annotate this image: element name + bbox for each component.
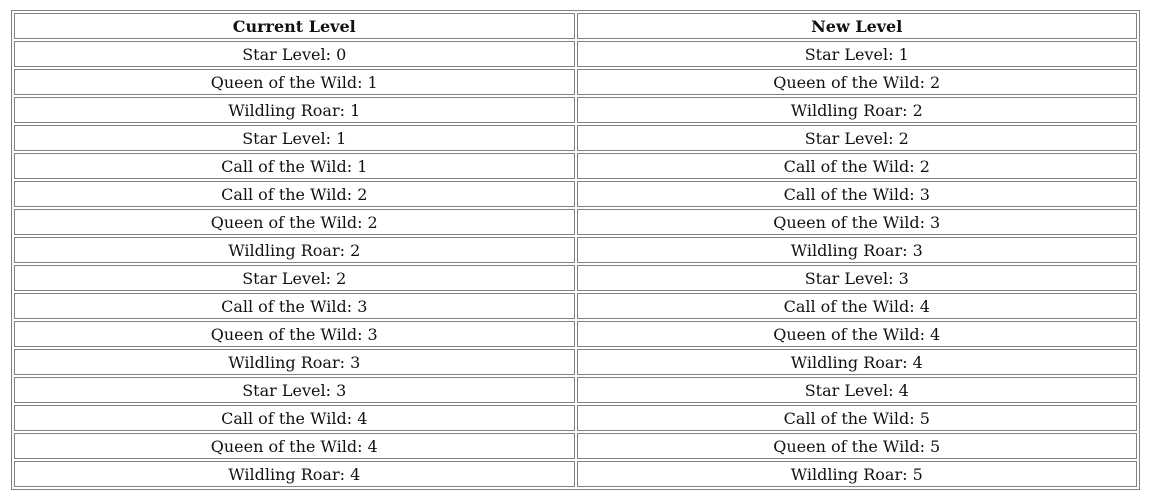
current-level-cell: Queen of the Wild: 4 (14, 433, 575, 459)
new-level-cell: Star Level: 3 (576, 265, 1137, 291)
table-row: Star Level: 2 Star Level: 3 (14, 265, 1137, 291)
new-level-cell: Wildling Roar: 4 (576, 349, 1137, 375)
new-level-cell: Queen of the Wild: 5 (576, 433, 1137, 459)
current-level-cell: Star Level: 2 (14, 265, 575, 291)
table-row: Call of the Wild: 1 Call of the Wild: 2 (14, 153, 1137, 179)
new-level-cell: Wildling Roar: 5 (576, 461, 1137, 487)
new-level-cell: Wildling Roar: 2 (576, 97, 1137, 123)
header-new-level: New Level (576, 13, 1137, 39)
new-level-cell: Call of the Wild: 4 (576, 293, 1137, 319)
current-level-cell: Call of the Wild: 3 (14, 293, 575, 319)
table-row: Call of the Wild: 2 Call of the Wild: 3 (14, 181, 1137, 207)
current-level-cell: Star Level: 3 (14, 377, 575, 403)
header-row: Current Level New Level (14, 13, 1137, 39)
new-level-cell: Queen of the Wild: 4 (576, 321, 1137, 347)
current-level-cell: Wildling Roar: 2 (14, 237, 575, 263)
table-row: Star Level: 3 Star Level: 4 (14, 377, 1137, 403)
table-row: Call of the Wild: 4 Call of the Wild: 5 (14, 405, 1137, 431)
header-current-level: Current Level (14, 13, 575, 39)
table-row: Star Level: 0 Star Level: 1 (14, 41, 1137, 67)
table-row: Wildling Roar: 2 Wildling Roar: 3 (14, 237, 1137, 263)
current-level-cell: Call of the Wild: 2 (14, 181, 575, 207)
new-level-cell: Call of the Wild: 5 (576, 405, 1137, 431)
new-level-cell: Wildling Roar: 3 (576, 237, 1137, 263)
new-level-cell: Star Level: 4 (576, 377, 1137, 403)
table-row: Queen of the Wild: 1 Queen of the Wild: 2 (14, 69, 1137, 95)
current-level-cell: Queen of the Wild: 3 (14, 321, 575, 347)
new-level-cell: Call of the Wild: 2 (576, 153, 1137, 179)
current-level-cell: Wildling Roar: 1 (14, 97, 575, 123)
current-level-cell: Star Level: 1 (14, 125, 575, 151)
table-row: Call of the Wild: 3 Call of the Wild: 4 (14, 293, 1137, 319)
new-level-cell: Star Level: 1 (576, 41, 1137, 67)
table-row: Wildling Roar: 3 Wildling Roar: 4 (14, 349, 1137, 375)
level-table: Current Level New Level Star Level: 0 Sta… (11, 10, 1140, 490)
current-level-cell: Wildling Roar: 4 (14, 461, 575, 487)
table-row: Wildling Roar: 1 Wildling Roar: 2 (14, 97, 1137, 123)
new-level-cell: Queen of the Wild: 3 (576, 209, 1137, 235)
new-level-cell: Call of the Wild: 3 (576, 181, 1137, 207)
current-level-cell: Star Level: 0 (14, 41, 575, 67)
current-level-cell: Queen of the Wild: 2 (14, 209, 575, 235)
table-row: Star Level: 1 Star Level: 2 (14, 125, 1137, 151)
table-row: Queen of the Wild: 4 Queen of the Wild: 5 (14, 433, 1137, 459)
table-row: Queen of the Wild: 2 Queen of the Wild: 3 (14, 209, 1137, 235)
table-row: Queen of the Wild: 3 Queen of the Wild: 4 (14, 321, 1137, 347)
table-row: Wildling Roar: 4 Wildling Roar: 5 (14, 461, 1137, 487)
new-level-cell: Star Level: 2 (576, 125, 1137, 151)
new-level-cell: Queen of the Wild: 2 (576, 69, 1137, 95)
current-level-cell: Call of the Wild: 4 (14, 405, 575, 431)
current-level-cell: Call of the Wild: 1 (14, 153, 575, 179)
current-level-cell: Queen of the Wild: 1 (14, 69, 575, 95)
current-level-cell: Wildling Roar: 3 (14, 349, 575, 375)
